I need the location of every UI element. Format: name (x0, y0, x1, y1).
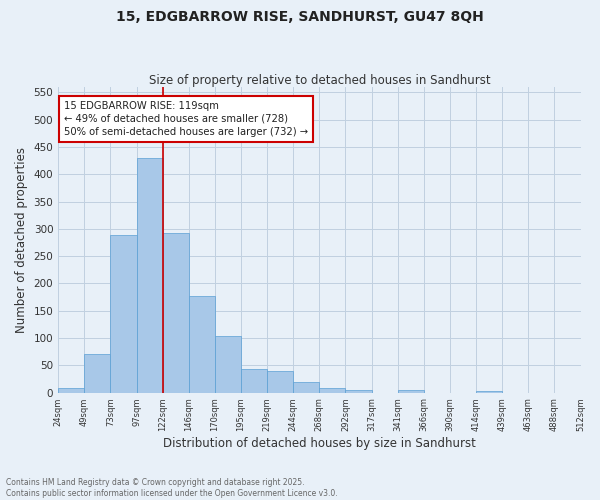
Text: 15 EDGBARROW RISE: 119sqm
← 49% of detached houses are smaller (728)
50% of semi: 15 EDGBARROW RISE: 119sqm ← 49% of detac… (64, 100, 308, 137)
Bar (58, 388, 84, 392)
Bar (476, 391, 502, 392)
Bar (293, 382, 319, 392)
Title: Size of property relative to detached houses in Sandhurst: Size of property relative to detached ho… (149, 74, 490, 87)
Text: Contains HM Land Registry data © Crown copyright and database right 2025.
Contai: Contains HM Land Registry data © Crown c… (6, 478, 338, 498)
Y-axis label: Number of detached properties: Number of detached properties (15, 147, 28, 333)
Bar (137, 158, 163, 392)
Bar (241, 369, 267, 392)
Bar (215, 336, 241, 392)
X-axis label: Distribution of detached houses by size in Sandhurst: Distribution of detached houses by size … (163, 437, 476, 450)
Bar (163, 232, 189, 392)
Text: 15, EDGBARROW RISE, SANDHURST, GU47 8QH: 15, EDGBARROW RISE, SANDHURST, GU47 8QH (116, 10, 484, 24)
Bar (84, 354, 110, 393)
Bar (110, 236, 137, 392)
Bar (398, 390, 424, 392)
Bar (267, 371, 293, 392)
Bar (319, 388, 346, 392)
Bar (189, 296, 215, 392)
Bar (346, 390, 371, 392)
